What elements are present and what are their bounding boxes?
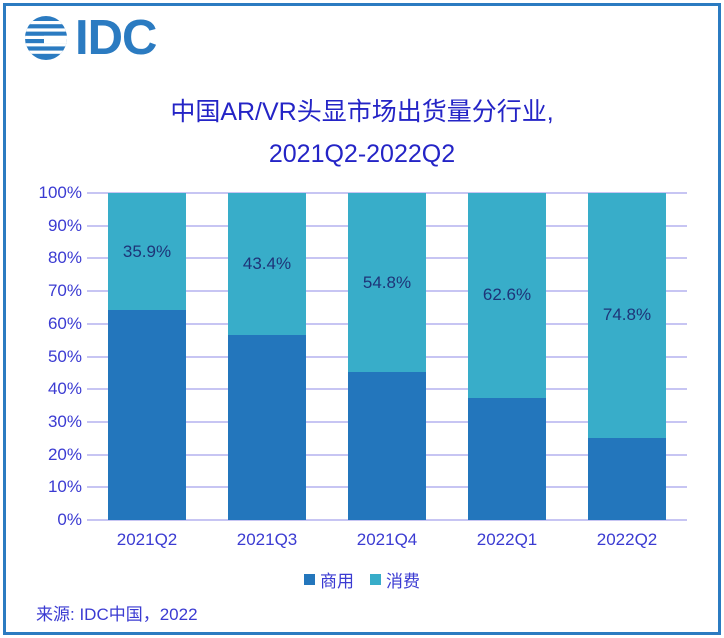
y-axis-labels: 0% 10% 20% 30% 40% 50% 60% 70% 80% 90% 100% [16,183,82,529]
bar-segment-consumer [228,193,306,335]
x-tick-label-2021Q4: 2021Q4 [356,530,418,549]
bar-segment-consumer [108,193,186,311]
data-label-2022Q2: 74.8% [602,305,652,325]
idc-logo-text: IDC [75,11,157,65]
plot-area: 35.9% 43.4% 54.8% 62.6% 74.8% [87,192,687,521]
y-tick-label-90%: 90% [47,215,82,235]
gridline-0% [87,519,687,521]
y-tick-label-50%: 50% [47,346,82,366]
data-label-2021Q4: 54.8% [362,272,412,292]
bar-segment-commercial [588,437,666,520]
legend: 商用 消费 [0,567,724,592]
chart-title-line2: 2021Q2-2022Q2 [268,140,456,168]
chart-title-line1: 中国AR/VR头显市场出货量分行业, [170,98,554,126]
source-note: 来源: IDC中国，2022 [36,605,198,624]
x-tick-label-2021Q2: 2021Q2 [116,530,178,549]
legend-item-1: 消费 [370,567,420,592]
legend-label-0: 商用 [320,572,354,591]
legend-item-0: 商用 [304,567,354,592]
data-label-2021Q2: 35.9% [122,241,172,261]
x-axis-labels: 2021Q2 2021Q3 2021Q4 2022Q1 2022Q2 [87,530,687,552]
x-tick-label-2021Q3: 2021Q3 [236,530,298,549]
legend-marker-icon [370,574,381,585]
bar-2021Q2: 35.9% [108,193,186,520]
y-tick-label-0%: 0% [57,510,82,529]
y-tick-label-10%: 10% [47,477,82,497]
y-tick-label-70%: 70% [47,281,82,301]
y-tick-label-40%: 40% [47,379,82,399]
bar-segment-commercial [348,372,426,520]
bar-segment-commercial [108,310,186,520]
bar-segment-commercial [468,397,546,520]
idc-globe-icon [25,16,67,60]
bar-2021Q4: 54.8% [348,193,426,520]
legend-marker-icon [304,574,315,585]
data-label-2022Q1: 62.6% [482,285,532,305]
data-label-2021Q3: 43.4% [242,253,292,273]
y-tick-label-30%: 30% [47,411,82,431]
idc-logo: IDC [24,11,157,65]
y-tick-label-20%: 20% [47,444,82,464]
bar-2021Q3: 43.4% [228,193,306,520]
x-tick-label-2022Q1: 2022Q1 [476,530,538,549]
x-tick-label-2022Q2: 2022Q2 [596,530,658,549]
bar-2022Q2: 74.8% [588,193,666,520]
y-tick-label-60%: 60% [47,313,82,333]
bar-segment-consumer [348,193,426,373]
y-tick-label-80%: 80% [47,248,82,268]
legend-label-1: 消费 [386,572,420,591]
bar-2022Q1: 62.6% [468,193,546,520]
bar-segment-consumer [468,193,546,398]
chart-title: 中国AR/VR头显市场出货量分行业, 2021Q2-2022Q2 [0,91,724,175]
bar-segment-consumer [588,193,666,438]
bar-segment-commercial [228,334,306,520]
y-tick-label-100%: 100% [38,183,82,202]
